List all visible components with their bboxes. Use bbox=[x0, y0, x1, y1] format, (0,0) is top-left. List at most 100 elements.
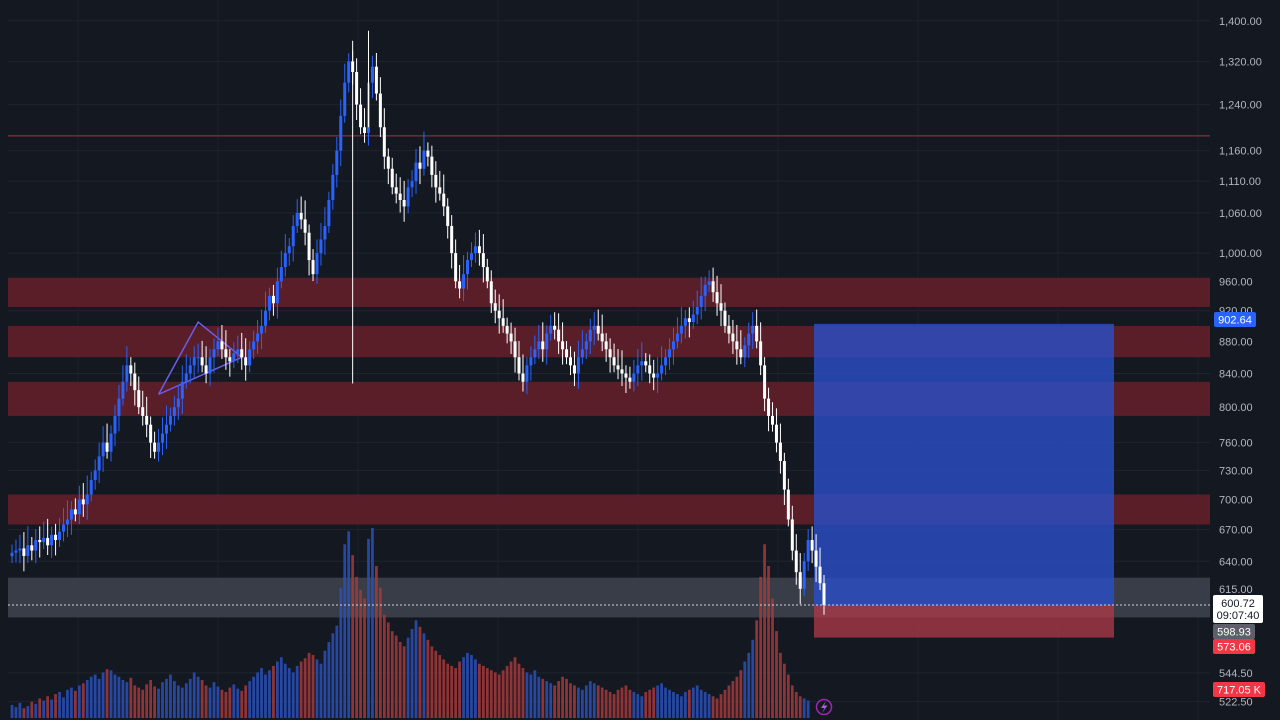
candle-body bbox=[497, 310, 501, 319]
price-tick-label: 1,400.00 bbox=[1219, 16, 1262, 28]
candle-body bbox=[644, 361, 648, 366]
candle-body bbox=[671, 341, 675, 350]
volume-bar bbox=[616, 689, 620, 718]
volume-bar bbox=[553, 685, 557, 718]
volume-bar bbox=[256, 672, 259, 718]
candle-body bbox=[513, 341, 517, 358]
volume-bar bbox=[339, 587, 343, 718]
candle-body bbox=[430, 156, 434, 175]
volume-bar bbox=[46, 696, 50, 718]
candle-body bbox=[184, 373, 188, 382]
candle-body bbox=[723, 310, 727, 326]
volume-bar bbox=[351, 555, 355, 718]
volume-bar bbox=[561, 676, 564, 718]
candle-body bbox=[668, 349, 672, 358]
volume-bar bbox=[244, 685, 248, 718]
volume-bar bbox=[438, 655, 442, 718]
candle-body bbox=[129, 365, 133, 374]
lightning-icon[interactable] bbox=[815, 698, 833, 716]
price-tick-label: 840.00 bbox=[1219, 369, 1253, 381]
volume-bar bbox=[208, 687, 212, 718]
volume-bar bbox=[628, 689, 632, 718]
candle-body bbox=[557, 329, 561, 342]
zone-price-text: 598.93 bbox=[1217, 627, 1251, 639]
candle-body bbox=[818, 566, 822, 584]
candle-body bbox=[149, 424, 153, 443]
volume-bar bbox=[636, 694, 640, 718]
candle-body bbox=[517, 357, 521, 374]
volume-bar bbox=[735, 676, 739, 718]
candle-body bbox=[295, 212, 299, 227]
candle-body bbox=[359, 104, 363, 128]
price-tick-label: 880.00 bbox=[1219, 336, 1253, 348]
candle-body bbox=[14, 550, 18, 553]
volume-bar bbox=[715, 698, 719, 718]
candle-body bbox=[711, 281, 715, 293]
candle-body bbox=[61, 524, 65, 532]
price-axis[interactable]: 1,400.00 1,320.00 1,240.00 1,160.00 1,110.00… bbox=[1219, 16, 1262, 709]
volume-bar bbox=[703, 691, 707, 718]
volume-bar bbox=[157, 688, 160, 718]
volume-bar bbox=[169, 674, 172, 718]
candle-body bbox=[454, 253, 458, 282]
volume-bar bbox=[212, 682, 216, 718]
candle-body bbox=[323, 226, 327, 240]
volume-bar bbox=[137, 687, 141, 718]
candle-body bbox=[271, 295, 275, 304]
candle-body bbox=[814, 550, 818, 567]
candle-body bbox=[283, 253, 287, 268]
candle-body bbox=[196, 357, 200, 359]
candle-body bbox=[303, 219, 307, 233]
candle-body bbox=[248, 349, 252, 366]
candle-body bbox=[462, 274, 466, 289]
volume-bar bbox=[371, 528, 374, 718]
price-tick-label: 615.00 bbox=[1219, 584, 1253, 596]
volume-bar bbox=[414, 620, 418, 718]
candle-body bbox=[34, 540, 38, 551]
candle-body bbox=[327, 199, 331, 227]
volume-bar bbox=[580, 689, 584, 718]
last-price-badge: 600.72 09:07:40 bbox=[1213, 595, 1263, 623]
candle-body bbox=[509, 333, 513, 342]
volume-badge: 717.05 K bbox=[1213, 682, 1265, 697]
candle-body bbox=[240, 349, 244, 358]
candle-body bbox=[77, 499, 81, 515]
candle-body bbox=[406, 187, 410, 207]
volume-bar bbox=[767, 566, 770, 718]
volume-bar bbox=[390, 631, 394, 718]
candle-body bbox=[176, 398, 180, 408]
volume-value-text: 717.05 K bbox=[1217, 685, 1262, 697]
volume-bar bbox=[454, 668, 458, 718]
volume-bar bbox=[42, 700, 46, 718]
volume-bar bbox=[228, 687, 232, 718]
price-zone bbox=[8, 277, 1210, 307]
price-tick-label: 730.00 bbox=[1219, 465, 1253, 477]
long-position-tool[interactable] bbox=[814, 323, 1114, 638]
candle-body bbox=[771, 415, 775, 425]
candle-body bbox=[521, 373, 525, 382]
candle-body bbox=[164, 424, 168, 434]
candle-body bbox=[26, 545, 30, 556]
candle-body bbox=[398, 193, 402, 200]
volume-bar bbox=[311, 655, 315, 718]
volume-bar bbox=[347, 531, 351, 718]
volume-bar bbox=[565, 678, 568, 718]
candle-body bbox=[640, 361, 644, 366]
volume-bar bbox=[236, 688, 240, 718]
volume-bar bbox=[751, 639, 755, 718]
volume-bar bbox=[458, 661, 461, 718]
candle-body bbox=[608, 349, 612, 358]
volume-bar bbox=[584, 685, 588, 718]
candle-body bbox=[422, 150, 426, 169]
candle-body bbox=[679, 325, 683, 334]
volume-bar bbox=[105, 669, 109, 718]
candle-body bbox=[113, 415, 117, 434]
candle-body bbox=[469, 253, 473, 261]
volume-bar bbox=[739, 670, 743, 718]
candle-body bbox=[426, 150, 430, 157]
candle-body bbox=[604, 341, 608, 350]
candle-body bbox=[141, 407, 145, 416]
candle-body bbox=[216, 341, 220, 350]
candle-body bbox=[81, 499, 85, 505]
